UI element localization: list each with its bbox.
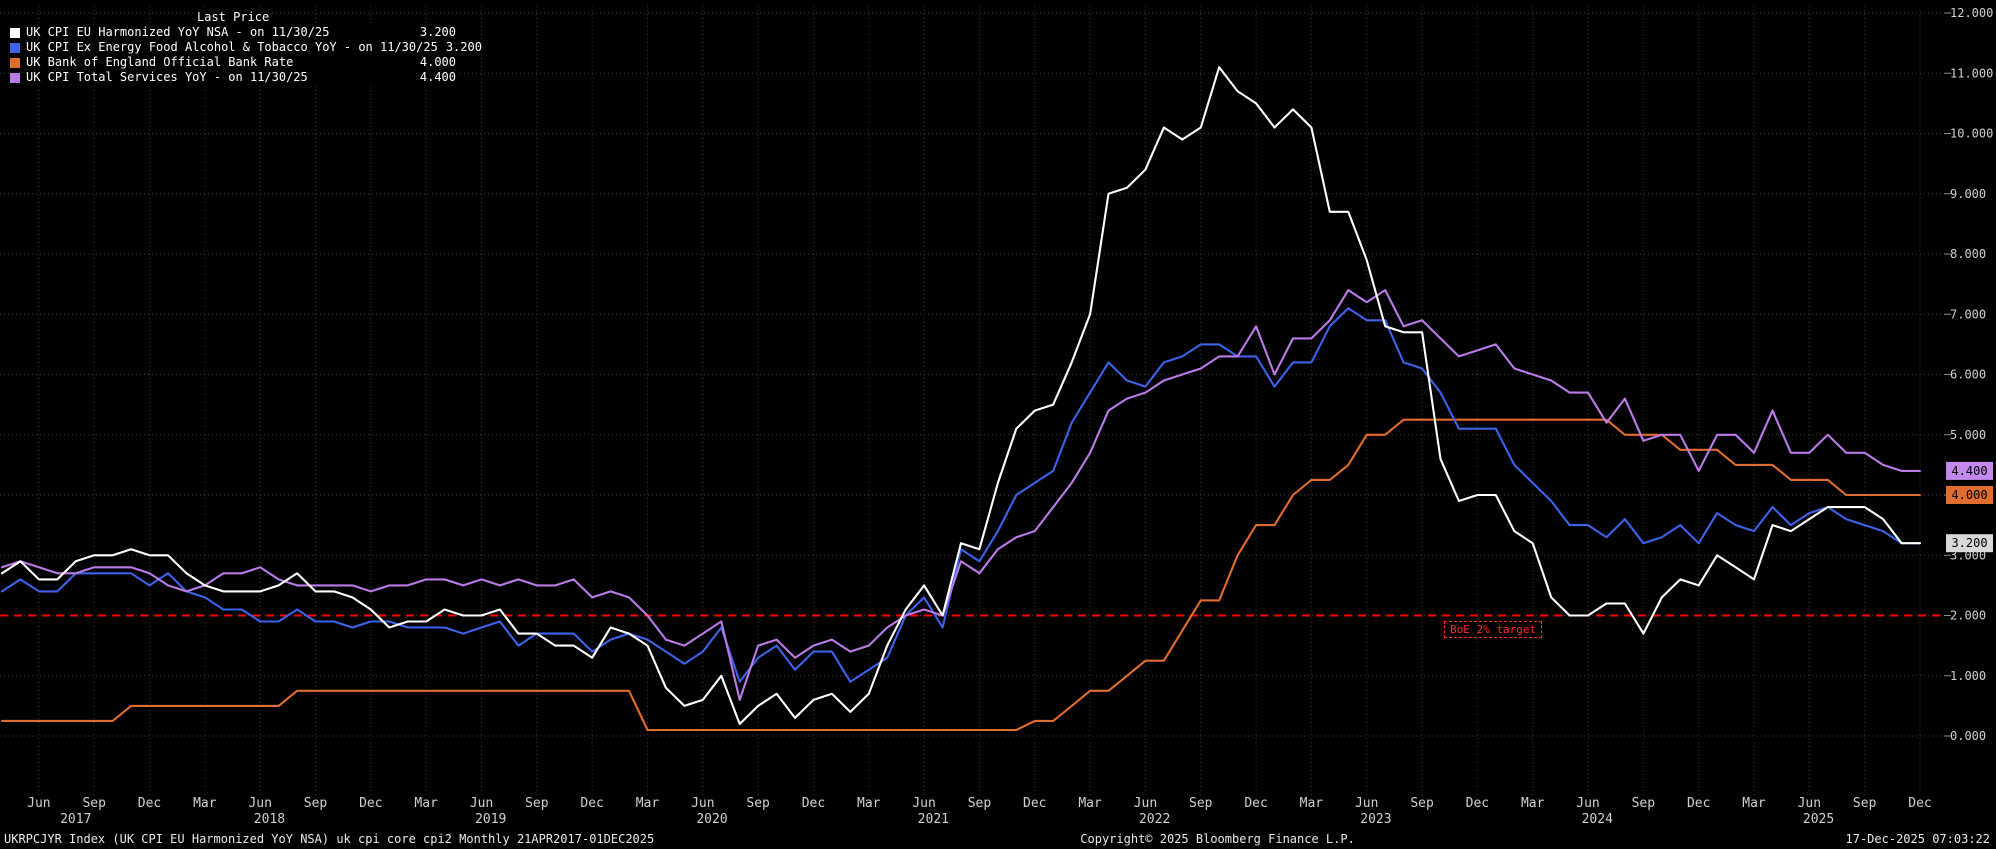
x-axis-month-label: Mar [193,796,217,811]
last-price-chip-value: 4.000 [1951,488,1987,502]
legend-item-services_cpi[interactable]: UK CPI Total Services YoY - on 11/30/25 4… [8,70,460,85]
x-axis-month-label: Dec [1023,796,1046,811]
x-axis-month-label: Jun [470,796,493,811]
x-axis-month-label: Sep [1632,796,1656,811]
last-price-chip [1946,461,1993,480]
x-axis-month-label: Dec [1687,796,1710,811]
y-axis-label: 5.000 [1950,428,1986,442]
y-axis-label: 10.000 [1950,127,1993,141]
x-axis-month-label: Mar [1521,796,1545,811]
legend-item-cpi[interactable]: UK CPI EU Harmonized YoY NSA - on 11/30/… [8,25,460,40]
boe-target-label: BoE 2% target [1444,621,1543,638]
legend-last-price: 4.000 [419,55,456,69]
legend-header: Last Price [194,10,273,25]
y-axis-label: 0.000 [1950,729,1986,743]
legend-last-price: 3.200 [419,25,456,39]
y-axis-label: 11.000 [1950,66,1993,80]
legend-swatch-icon [10,72,20,83]
x-axis-month-label: Jun [27,796,50,811]
status-bar: UKRPCJYR Index (UK CPI EU Harmonized YoY… [0,829,1996,849]
x-axis-year-label: 2021 [918,812,949,827]
chart-legend: Last Price UK CPI EU Harmonized YoY NSA … [8,10,482,85]
x-axis-month-label: Mar [1078,796,1102,811]
legend-label: UK CPI Ex Energy Food Alcohol & Tobacco … [26,40,438,54]
x-axis-year-label: 2017 [60,812,91,827]
x-axis-month-label: Sep [968,796,992,811]
last-price-chip [1946,486,1993,504]
x-axis-year-label: 2023 [1360,812,1391,827]
legend-swatch-icon [10,57,20,68]
y-axis-label: 6.000 [1950,368,1986,382]
series-line-core_cpi [0,307,1922,683]
x-axis-month-label: Dec [580,796,603,811]
x-axis-month-label: Sep [525,796,549,811]
legend-swatch-icon [10,27,20,38]
last-price-chip [1946,534,1993,553]
x-axis-month-label: Mar [636,796,660,811]
x-axis-month-label: Jun [1134,796,1157,811]
series-line-bank_rate [0,418,1922,732]
x-axis-month-label: Sep [1410,796,1434,811]
legend-rows: UK CPI EU Harmonized YoY NSA - on 11/30/… [8,25,482,85]
x-axis-month-label: Jun [1355,796,1378,811]
x-axis-month-label: Dec [138,796,161,811]
x-axis-year-label: 2018 [254,812,285,827]
status-security-info: UKRPCJYR Index (UK CPI EU Harmonized YoY… [4,832,655,846]
x-axis-month-label: Dec [1908,796,1931,811]
legend-last-price: 3.200 [445,40,482,54]
x-axis-month-label: Sep [1853,796,1877,811]
x-axis-month-label: Mar [1742,796,1766,811]
y-axis-label: 9.000 [1950,187,1986,201]
x-axis-year-label: 2025 [1803,812,1834,827]
last-price-chip-value: 4.400 [1951,464,1987,478]
x-axis-month-label: Jun [1576,796,1599,811]
x-axis-month-label: Dec [802,796,825,811]
x-axis-month-label: Sep [304,796,328,811]
y-axis-label: 2.000 [1950,609,1986,623]
legend-label: UK CPI Total Services YoY - on 11/30/25 [26,70,308,84]
x-axis-month-label: Dec [1244,796,1267,811]
legend-label: UK Bank of England Official Bank Rate [26,55,294,69]
y-axis-label: 12.000 [1950,6,1993,20]
status-copyright: Copyright© 2025 Bloomberg Finance L.P. [1080,832,1355,846]
x-axis-month-label: Sep [82,796,106,811]
legend-label: UK CPI EU Harmonized YoY NSA - on 11/30/… [26,25,330,39]
legend-swatch-icon [10,42,20,53]
x-axis-month-label: Jun [691,796,714,811]
status-timestamp: 17-Dec-2025 07:03:22 [1845,832,1991,846]
series-line-cpi [0,66,1922,726]
x-axis-year-label: 2022 [1139,812,1170,827]
legend-last-price: 4.400 [419,70,456,84]
x-axis-year-label: 2019 [475,812,506,827]
x-axis-month-label: Jun [248,796,271,811]
legend-item-bank_rate[interactable]: UK Bank of England Official Bank Rate 4.0… [8,55,460,70]
x-axis-month-label: Sep [746,796,770,811]
series-line-services_cpi [0,289,1922,701]
x-axis-month-label: Mar [414,796,438,811]
x-axis-year-label: 2024 [1582,812,1613,827]
x-axis-month-label: Jun [912,796,935,811]
x-axis-month-label: Jun [1798,796,1821,811]
legend-item-core_cpi[interactable]: UK CPI Ex Energy Food Alcohol & Tobacco … [8,40,482,55]
y-axis-label: 1.000 [1950,669,1986,683]
x-axis-month-label: Dec [1466,796,1489,811]
y-axis-label: 8.000 [1950,247,1986,261]
last-price-chip-value: 3.200 [1951,536,1987,550]
x-axis-month-label: Mar [857,796,881,811]
x-axis-month-label: Dec [359,796,382,811]
x-axis-month-label: Sep [1189,796,1213,811]
x-axis-month-label: Mar [1300,796,1324,811]
y-axis-label: 7.000 [1950,307,1986,321]
x-axis-year-label: 2020 [696,812,727,827]
